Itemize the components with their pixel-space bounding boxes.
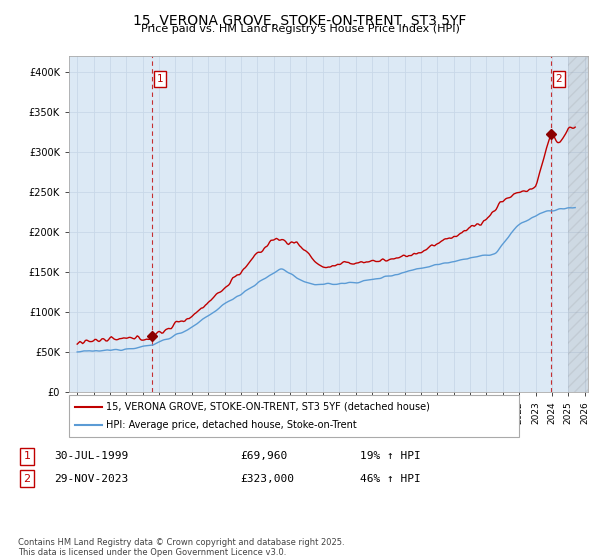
Text: 19% ↑ HPI: 19% ↑ HPI: [360, 451, 421, 461]
Text: 1: 1: [157, 74, 164, 84]
Text: £69,960: £69,960: [240, 451, 287, 461]
Text: 46% ↑ HPI: 46% ↑ HPI: [360, 474, 421, 484]
Text: 2: 2: [556, 74, 562, 84]
Text: HPI: Average price, detached house, Stoke-on-Trent: HPI: Average price, detached house, Stok…: [106, 420, 357, 430]
Text: 2: 2: [23, 474, 31, 484]
Bar: [568, 56, 600, 392]
Text: Contains HM Land Registry data © Crown copyright and database right 2025.
This d: Contains HM Land Registry data © Crown c…: [18, 538, 344, 557]
Text: 1: 1: [23, 451, 31, 461]
Text: £323,000: £323,000: [240, 474, 294, 484]
Text: 15, VERONA GROVE, STOKE-ON-TRENT, ST3 5YF: 15, VERONA GROVE, STOKE-ON-TRENT, ST3 5Y…: [133, 14, 467, 28]
Text: 30-JUL-1999: 30-JUL-1999: [54, 451, 128, 461]
Text: 29-NOV-2023: 29-NOV-2023: [54, 474, 128, 484]
Text: Price paid vs. HM Land Registry's House Price Index (HPI): Price paid vs. HM Land Registry's House …: [140, 24, 460, 34]
Text: 15, VERONA GROVE, STOKE-ON-TRENT, ST3 5YF (detached house): 15, VERONA GROVE, STOKE-ON-TRENT, ST3 5Y…: [106, 402, 430, 412]
